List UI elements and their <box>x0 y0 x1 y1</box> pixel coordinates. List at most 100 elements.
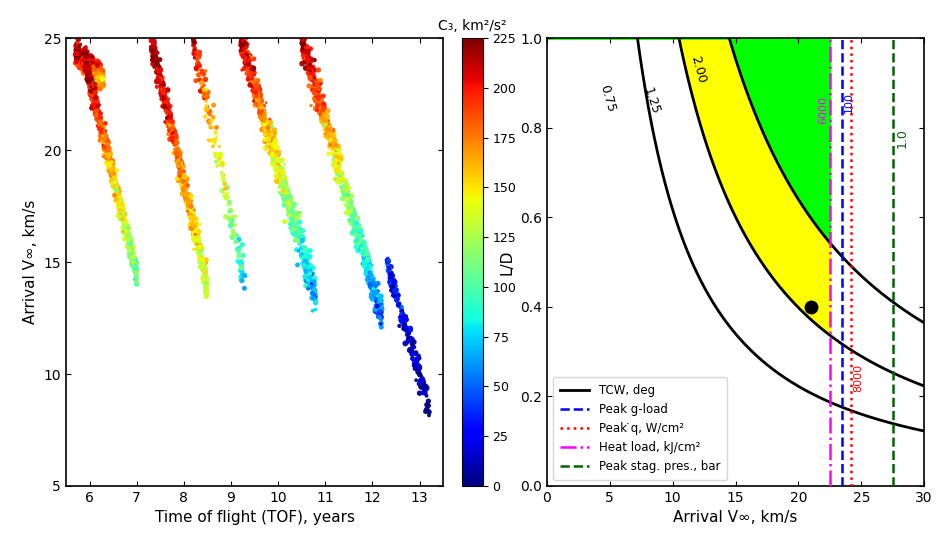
Point <box>320 120 335 128</box>
Point <box>82 83 97 92</box>
Point <box>325 126 340 135</box>
Point <box>165 130 180 139</box>
Point <box>254 98 269 106</box>
Point <box>168 127 183 136</box>
Point <box>89 106 104 115</box>
Point <box>78 64 93 73</box>
Point <box>91 109 106 117</box>
Point <box>298 257 313 265</box>
Point <box>259 125 274 134</box>
Point <box>119 225 134 234</box>
Point <box>171 163 186 172</box>
Point <box>262 128 277 137</box>
Point <box>120 225 135 234</box>
Point <box>342 183 357 192</box>
Point <box>244 63 259 72</box>
Point <box>82 89 97 98</box>
Point <box>357 245 372 253</box>
Point <box>286 225 301 234</box>
Point <box>115 210 130 218</box>
Point <box>397 324 412 333</box>
Point <box>198 264 213 272</box>
Point <box>301 62 316 70</box>
Point <box>301 284 316 293</box>
Point <box>411 369 426 377</box>
Point <box>362 272 377 281</box>
Point <box>159 114 174 123</box>
Point <box>175 171 190 180</box>
Point <box>353 233 368 241</box>
Point <box>326 137 341 146</box>
Point <box>212 142 227 151</box>
Point <box>284 216 299 225</box>
Point <box>291 237 306 246</box>
Point <box>333 182 348 191</box>
Point <box>294 235 309 244</box>
Point <box>303 63 318 72</box>
Point <box>110 200 125 209</box>
Point <box>119 225 134 234</box>
Point <box>300 276 315 285</box>
Point <box>357 246 372 255</box>
Point <box>266 129 281 138</box>
Point <box>366 290 381 299</box>
Point <box>128 276 143 284</box>
Point <box>252 94 267 103</box>
Point <box>93 119 108 128</box>
Point <box>98 132 113 141</box>
Point <box>364 262 379 270</box>
Point <box>323 132 338 140</box>
Point <box>361 278 376 287</box>
Point <box>288 224 303 233</box>
Point <box>332 151 347 160</box>
Point <box>243 70 258 79</box>
Point <box>147 48 162 57</box>
Point <box>222 214 237 223</box>
Point <box>247 70 262 79</box>
Point <box>321 116 336 124</box>
Point <box>180 192 195 200</box>
Point <box>335 194 350 203</box>
Point <box>298 263 313 271</box>
Point <box>257 137 273 146</box>
Point <box>106 181 121 190</box>
Point <box>272 158 287 167</box>
Point <box>190 242 205 251</box>
Point <box>117 218 132 227</box>
Point <box>273 171 288 180</box>
Point <box>154 82 169 91</box>
Point <box>118 226 133 235</box>
Point <box>91 111 106 120</box>
Point <box>277 180 292 189</box>
Point <box>246 78 261 86</box>
Point <box>303 67 318 75</box>
Point <box>236 52 251 61</box>
Point <box>368 307 383 316</box>
Point <box>126 248 141 257</box>
Point <box>157 102 172 111</box>
Point <box>98 134 113 143</box>
Point <box>163 121 178 129</box>
Point <box>243 72 258 80</box>
Point <box>358 258 373 267</box>
Point <box>75 49 91 57</box>
Point <box>298 275 313 284</box>
Point <box>346 210 361 219</box>
Point <box>209 133 224 141</box>
Point <box>92 114 108 123</box>
Point <box>278 177 293 186</box>
Point <box>172 159 187 168</box>
Point <box>309 91 324 99</box>
Point <box>399 331 414 340</box>
Point <box>80 75 95 84</box>
Point <box>303 61 318 70</box>
Point <box>81 68 96 77</box>
Point <box>191 246 207 254</box>
Point <box>124 237 140 246</box>
Point <box>91 109 106 117</box>
Point <box>112 205 127 214</box>
Point <box>356 259 372 268</box>
Point <box>273 181 289 190</box>
Point <box>340 204 356 213</box>
Point <box>398 312 413 321</box>
